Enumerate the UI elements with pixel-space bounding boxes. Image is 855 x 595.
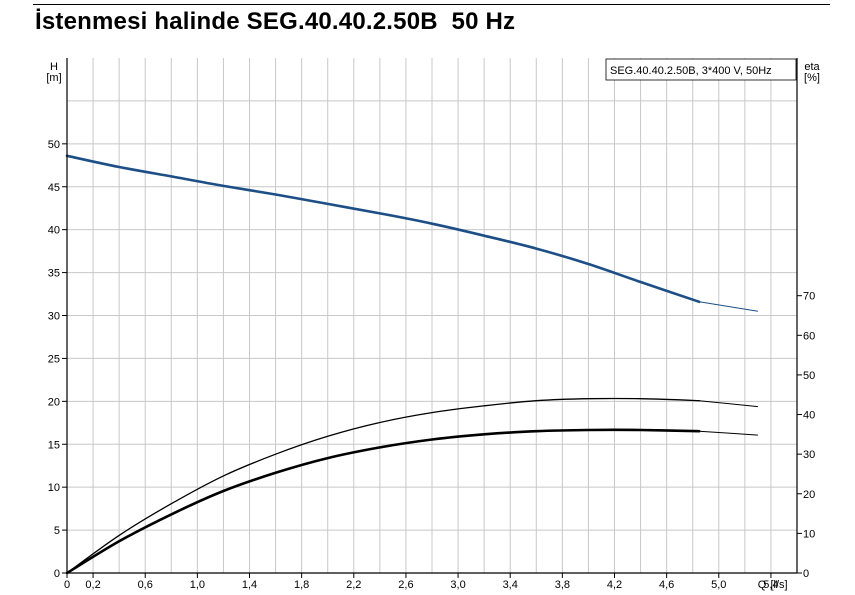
x-tick-label: 5,0 — [711, 579, 726, 591]
y-left-tick-label: 40 — [48, 225, 60, 237]
x-tick-label: 0,6 — [138, 579, 153, 591]
x-tick-label: 2,2 — [346, 579, 361, 591]
y-left-tick-label: 0 — [54, 568, 60, 580]
chart-axes: 0 5 10 15 20 25 30 35 40 45 50 0 10 20 30 40 50 60 70 0 0,2 0… — [46, 58, 821, 591]
x-tick-label: 1,0 — [190, 579, 205, 591]
legend-label: SEG.40.40.2.50B, 3*400 V, 50Hz — [610, 65, 772, 77]
y-left-tick-label: 5 — [54, 525, 60, 537]
y-right-tick-label: 30 — [803, 449, 815, 461]
x-tick-label: 4,2 — [607, 579, 622, 591]
y-left-tick-label: 25 — [48, 353, 60, 365]
efficiency-lower-curve-extension — [699, 430, 758, 436]
x-tick-label: 3,8 — [555, 579, 570, 591]
chart-grid — [67, 58, 797, 573]
y-left-axis-label: H — [50, 61, 58, 73]
y-left-axis-unit: [m] — [46, 72, 61, 84]
title-rule — [33, 4, 830, 5]
y-right-tick-label: 10 — [803, 528, 815, 540]
legend-frame — [605, 58, 797, 81]
y-left-tick-label: 15 — [48, 439, 60, 451]
y-right-tick-label: 60 — [803, 330, 815, 342]
y-right-axis-label: eta — [804, 61, 820, 73]
y-right-tick-label: 50 — [803, 370, 815, 382]
y-left-tick-label: 50 — [48, 139, 60, 151]
x-tick-label: 3,4 — [503, 579, 518, 591]
x-tick-label: 1,8 — [294, 579, 309, 591]
y-left-tick-label: 45 — [48, 182, 60, 194]
x-tick-label: 3,0 — [450, 579, 465, 591]
y-left-tick-label: 20 — [48, 396, 60, 408]
y-left-tick-label: 10 — [48, 482, 60, 494]
x-tick-label: 1,4 — [242, 579, 257, 591]
efficiency-upper-curve — [66, 397, 700, 574]
y-left-tick-label: 35 — [48, 268, 60, 280]
x-tick-label: 5,4 — [763, 579, 778, 591]
y-right-tick-label: 0 — [803, 568, 809, 580]
y-right-tick-label: 70 — [803, 291, 815, 303]
x-axis-label: Q — [758, 579, 767, 591]
x-tick-label: 0,2 — [85, 579, 100, 591]
x-axis-unit: [l/s] — [770, 579, 787, 591]
x-tick-label: 0 — [64, 579, 70, 591]
x-tick-label: 2,6 — [398, 579, 413, 591]
y-left-tick-label: 30 — [48, 311, 60, 323]
x-tick-label: 4,6 — [659, 579, 674, 591]
efficiency-upper-curve-extension — [699, 400, 758, 408]
head-curve-extension — [699, 301, 758, 312]
chart-curves — [65, 154, 758, 575]
efficiency-lower-curve — [65, 428, 701, 575]
y-right-axis-unit: [%] — [804, 72, 820, 84]
y-right-tick-label: 20 — [803, 489, 815, 501]
page-title: İstenmesi halinde SEG.40.40.2.50B 50 Hz — [35, 8, 516, 35]
y-right-tick-label: 40 — [803, 410, 815, 422]
chart-legend: SEG.40.40.2.50B, 3*400 V, 50Hz — [605, 58, 797, 81]
head-curve — [65, 154, 701, 304]
